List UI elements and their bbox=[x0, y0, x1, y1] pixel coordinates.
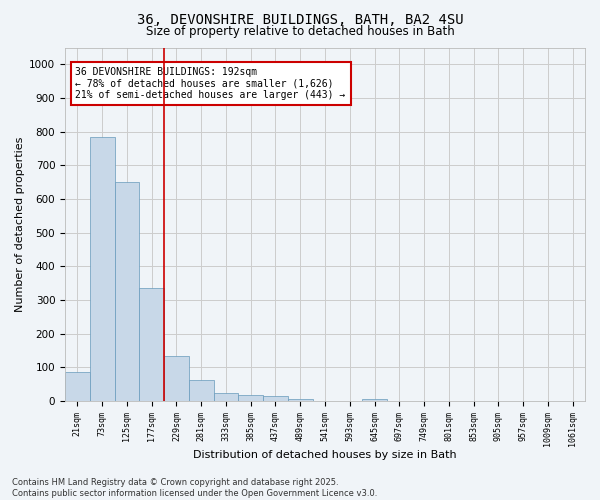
Bar bbox=[164, 356, 189, 401]
Bar bbox=[288, 400, 313, 401]
Text: 36 DEVONSHIRE BUILDINGS: 192sqm
← 78% of detached houses are smaller (1,626)
21%: 36 DEVONSHIRE BUILDINGS: 192sqm ← 78% of… bbox=[76, 67, 346, 100]
Text: 36, DEVONSHIRE BUILDINGS, BATH, BA2 4SU: 36, DEVONSHIRE BUILDINGS, BATH, BA2 4SU bbox=[137, 12, 463, 26]
X-axis label: Distribution of detached houses by size in Bath: Distribution of detached houses by size … bbox=[193, 450, 457, 460]
Y-axis label: Number of detached properties: Number of detached properties bbox=[15, 136, 25, 312]
Bar bbox=[139, 288, 164, 401]
Text: Contains HM Land Registry data © Crown copyright and database right 2025.
Contai: Contains HM Land Registry data © Crown c… bbox=[12, 478, 377, 498]
Bar bbox=[238, 396, 263, 401]
Bar bbox=[263, 396, 288, 401]
Bar bbox=[214, 392, 238, 401]
Bar bbox=[90, 136, 115, 401]
Bar bbox=[189, 380, 214, 401]
Text: Size of property relative to detached houses in Bath: Size of property relative to detached ho… bbox=[146, 25, 454, 38]
Bar bbox=[362, 399, 387, 401]
Bar bbox=[115, 182, 139, 401]
Bar bbox=[65, 372, 90, 401]
